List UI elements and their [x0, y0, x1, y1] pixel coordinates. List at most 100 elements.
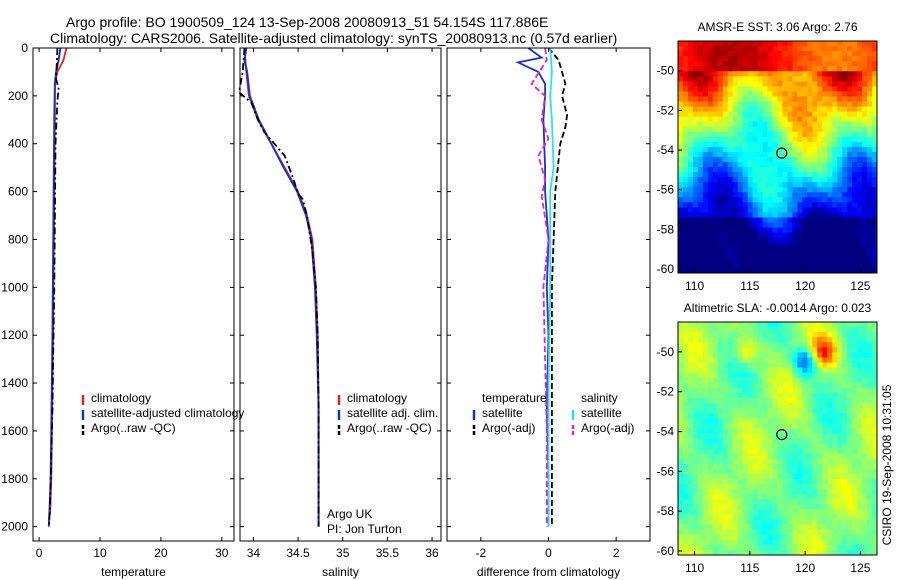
- altimetric_sla-cell: [732, 367, 739, 374]
- amsr_sst-cell: [717, 252, 724, 259]
- amsr_sst-cell: [682, 217, 689, 224]
- altimetric_sla-cell: [862, 408, 868, 414]
- altimetric_sla-cell: [702, 448, 709, 455]
- altimetric_sla-cell: [712, 322, 719, 328]
- amsr_sst-cell: [822, 121, 828, 128]
- altimetric_sla-cell: [827, 438, 833, 445]
- altimetric_sla-cell: [867, 337, 873, 343]
- amsr_sst-cell: [837, 96, 843, 103]
- altimetric_sla-cell: [777, 443, 783, 450]
- altimetric_sla-cell: [797, 484, 803, 490]
- altimetric_sla-cell: [682, 539, 689, 546]
- amsr_sst-cell: [717, 71, 724, 77]
- amsr_sst-cell: [792, 257, 798, 264]
- altimetric_sla-cell: [717, 443, 724, 450]
- amsr_sst-cell: [867, 71, 873, 77]
- altimetric_sla-cell: [792, 524, 798, 531]
- amsr_sst-cell: [847, 81, 853, 87]
- altimetric_sla-cell: [762, 534, 769, 541]
- altimetric_sla-cell: [697, 433, 704, 439]
- amsr_sst-cell: [697, 146, 704, 153]
- altimetric_sla-cell: [822, 367, 828, 374]
- altimetric_sla-cell: [847, 423, 853, 429]
- altimetric_sla-cell: [737, 519, 744, 526]
- altimetric_sla-cell: [712, 372, 719, 379]
- altimetric_sla-cell: [842, 489, 848, 495]
- amsr_sst-cell: [742, 182, 749, 188]
- altimetric_sla-cell: [767, 372, 774, 379]
- altimetric_sla-cell: [757, 337, 764, 343]
- amsr_sst-cell: [747, 51, 754, 57]
- altimetric_sla-cell: [802, 392, 808, 399]
- amsr_sst-cell: [837, 172, 843, 178]
- amsr_sst-cell: [782, 106, 788, 113]
- altimetric_sla-cell: [742, 539, 749, 546]
- amsr_sst-cell: [817, 202, 823, 208]
- altimetric_sla-cell: [687, 362, 694, 369]
- altimetric_sla-cell: [757, 524, 764, 531]
- amsr_sst-cell: [717, 162, 724, 168]
- altimetric_sla-cell: [842, 418, 848, 424]
- amsr_sst-cell: [762, 192, 769, 198]
- altimetric_sla-cell: [837, 519, 843, 526]
- amsr_sst-cell: [707, 86, 714, 92]
- altimetric_sla-cell: [857, 433, 863, 439]
- amsr_sst-cell: [732, 237, 739, 244]
- amsr_sst-cell: [752, 247, 759, 254]
- amsr_sst-cell: [687, 86, 694, 92]
- altimetric_sla-cell: [777, 347, 783, 353]
- amsr_sst-cell: [787, 136, 793, 143]
- difference-xtick-label: -2: [475, 546, 486, 560]
- amsr_sst-cell: [682, 257, 689, 264]
- amsr_sst-cell: [822, 267, 828, 274]
- altimetric_sla-cell: [712, 519, 719, 526]
- amsr_sst-cell: [837, 217, 843, 224]
- amsr_sst-cell: [742, 56, 749, 62]
- altimetric_sla-cell: [797, 423, 803, 429]
- altimetric_sla-cell: [847, 529, 853, 536]
- altimetric_sla-cell: [772, 484, 778, 490]
- amsr_sst-cell: [767, 56, 774, 62]
- altimetric_sla-cell: [678, 372, 684, 379]
- amsr_sst-cell: [762, 136, 769, 143]
- amsr_sst-cell: [787, 101, 793, 108]
- altimetric_sla-cell: [802, 473, 808, 480]
- altimetric_sla-cell: [842, 382, 848, 389]
- altimetric_sla-cell: [697, 408, 704, 414]
- altimetric_sla-cell: [772, 544, 778, 551]
- altimetric_sla-cell: [787, 504, 793, 510]
- altimetric_sla-cell: [872, 473, 878, 480]
- amsr_sst-cell: [712, 81, 719, 87]
- altimetric_sla-cell: [692, 524, 699, 531]
- altimetric_sla-cell: [862, 514, 868, 521]
- altimetric_sla-cell: [842, 509, 848, 515]
- altimetric_sla-cell: [837, 408, 843, 414]
- altimetric_sla-cell: [687, 347, 694, 353]
- altimetric_sla-cell: [832, 362, 838, 369]
- altimetric_sla-cell: [822, 534, 828, 541]
- altimetric_sla-cell: [707, 403, 714, 409]
- altimetric_sla-cell: [707, 504, 714, 510]
- altimetric_sla-cell: [678, 392, 684, 399]
- amsr_sst-cell: [832, 232, 838, 239]
- amsr_sst-cell: [762, 222, 769, 229]
- altimetric_sla-cell: [742, 509, 749, 515]
- altimetric_sla-cell: [802, 387, 808, 394]
- altimetric_sla-cell: [767, 377, 774, 384]
- amsr_sst-cell: [792, 76, 798, 82]
- altimetric_sla-cell: [742, 544, 749, 551]
- amsr_sst-cell: [767, 71, 774, 77]
- amsr_sst-cell: [702, 136, 709, 143]
- amsr_sst-cell: [807, 66, 813, 72]
- amsr_sst-cell: [822, 141, 828, 148]
- altimetric_sla-cell: [777, 382, 783, 389]
- altimetric_sla-cell: [727, 428, 734, 434]
- amsr_sst-cell: [762, 242, 769, 249]
- amsr_sst-cell: [742, 217, 749, 224]
- altimetric_sla-cell: [847, 453, 853, 460]
- altimetric_sla-cell: [767, 509, 774, 515]
- amsr_sst-cell: [787, 162, 793, 168]
- amsr_sst-cell: [742, 151, 749, 158]
- altimetric_sla-cell: [822, 408, 828, 414]
- altimetric_sla-cell: [712, 352, 719, 358]
